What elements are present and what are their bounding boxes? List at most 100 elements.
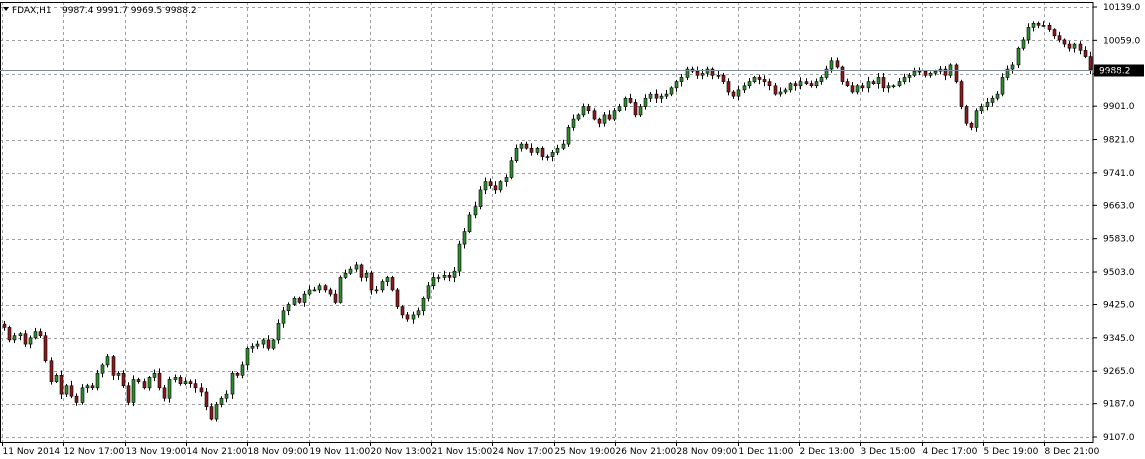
candle-body-bull <box>514 147 519 162</box>
candle <box>804 78 809 86</box>
candle <box>540 146 545 161</box>
candle-body-bull <box>571 118 576 128</box>
candle <box>333 289 338 305</box>
candle <box>586 103 591 114</box>
candle-body-bear <box>199 387 204 393</box>
candle-body-bull <box>1072 43 1077 49</box>
candle <box>354 261 359 272</box>
candle <box>788 82 793 93</box>
candle <box>576 113 581 121</box>
candle <box>426 282 431 302</box>
candle <box>199 383 204 397</box>
candle-body-bull <box>292 297 297 305</box>
x-tick-label: 24 Nov 17:00 <box>493 447 554 457</box>
candle <box>136 377 141 384</box>
candle-body-bull <box>473 206 478 216</box>
collapse-triangle-icon[interactable] <box>3 7 9 11</box>
x-tick-label: 19 Nov 11:00 <box>310 447 371 457</box>
candle <box>261 338 266 349</box>
candle-body-bear <box>142 381 147 389</box>
candle <box>276 319 281 344</box>
candle-body-bull <box>230 372 235 395</box>
candle <box>162 384 167 402</box>
candle-body-bear <box>390 277 395 291</box>
candle <box>767 78 772 91</box>
candle <box>669 86 674 97</box>
y-tick-label: 10059.0 <box>1103 36 1140 46</box>
candle-body-bull <box>1010 64 1015 70</box>
candle <box>793 81 798 91</box>
candle <box>142 378 147 390</box>
candle-body-bull <box>498 181 503 191</box>
candle-body-bull <box>685 68 690 78</box>
candle-body-bull <box>612 110 617 120</box>
candle-body-bear <box>959 81 964 107</box>
candle <box>535 146 540 156</box>
candle <box>742 82 747 94</box>
candle <box>193 379 198 393</box>
candle <box>912 67 917 78</box>
candle <box>1026 23 1031 44</box>
candle <box>705 66 710 77</box>
candle <box>343 269 348 279</box>
candle <box>157 368 162 391</box>
candle <box>167 376 172 403</box>
candle-body-bear <box>731 91 736 97</box>
candle <box>876 73 881 89</box>
candle <box>762 75 767 87</box>
candle <box>819 75 824 85</box>
candle-body-bull <box>933 70 938 74</box>
x-tick-label: 2 Dec 13:00 <box>800 447 855 457</box>
candle-body-bull <box>240 364 245 376</box>
candle <box>638 104 643 118</box>
candle <box>809 80 814 88</box>
candle-body-bull <box>788 83 793 91</box>
y-tick-label: 9425.0 <box>1103 301 1135 311</box>
candle-body-bear <box>1047 25 1052 30</box>
candle <box>1021 37 1026 51</box>
candle <box>69 380 74 399</box>
candle-body-bull <box>95 372 100 389</box>
candle-body-bear <box>162 387 167 399</box>
candle <box>95 369 100 391</box>
candle <box>214 402 219 422</box>
candle <box>38 328 43 338</box>
candle <box>524 141 529 150</box>
x-tick-label: 13 Nov 19:00 <box>126 447 187 457</box>
candle-body-bull <box>561 143 566 149</box>
candle <box>509 157 514 180</box>
candle <box>178 375 183 386</box>
candle-body-bear <box>209 406 214 420</box>
candle <box>478 186 483 210</box>
candle <box>400 305 405 319</box>
candle <box>561 139 566 151</box>
candle <box>131 375 136 407</box>
candle-body-bull <box>442 275 447 278</box>
candle <box>1067 41 1072 52</box>
candle <box>442 270 447 281</box>
candle <box>28 335 33 349</box>
candle-body-bear <box>59 375 64 395</box>
candle <box>545 154 550 161</box>
candle-body-bear <box>7 327 12 341</box>
candle-body-bull <box>1016 47 1021 66</box>
candle-body-bull <box>147 377 152 389</box>
candle <box>850 82 855 94</box>
y-tick-label: 9265.0 <box>1103 367 1135 377</box>
x-tick-label: 12 Nov 17:00 <box>64 447 125 457</box>
candle-body-bear <box>710 68 715 76</box>
candle-body-bull <box>467 214 472 232</box>
candle-body-bear <box>111 356 116 376</box>
candle-body-bear <box>835 60 840 68</box>
x-tick-label: 21 Nov 15:00 <box>432 447 493 457</box>
candle-body-bull <box>1021 39 1026 49</box>
y-tick-label: 9583.0 <box>1103 235 1135 245</box>
candle <box>648 91 653 102</box>
candle <box>897 78 902 88</box>
candle <box>348 266 353 275</box>
candle <box>685 66 690 80</box>
candle <box>462 227 467 249</box>
candle <box>255 340 260 350</box>
candle <box>835 57 840 69</box>
candle <box>49 357 54 385</box>
